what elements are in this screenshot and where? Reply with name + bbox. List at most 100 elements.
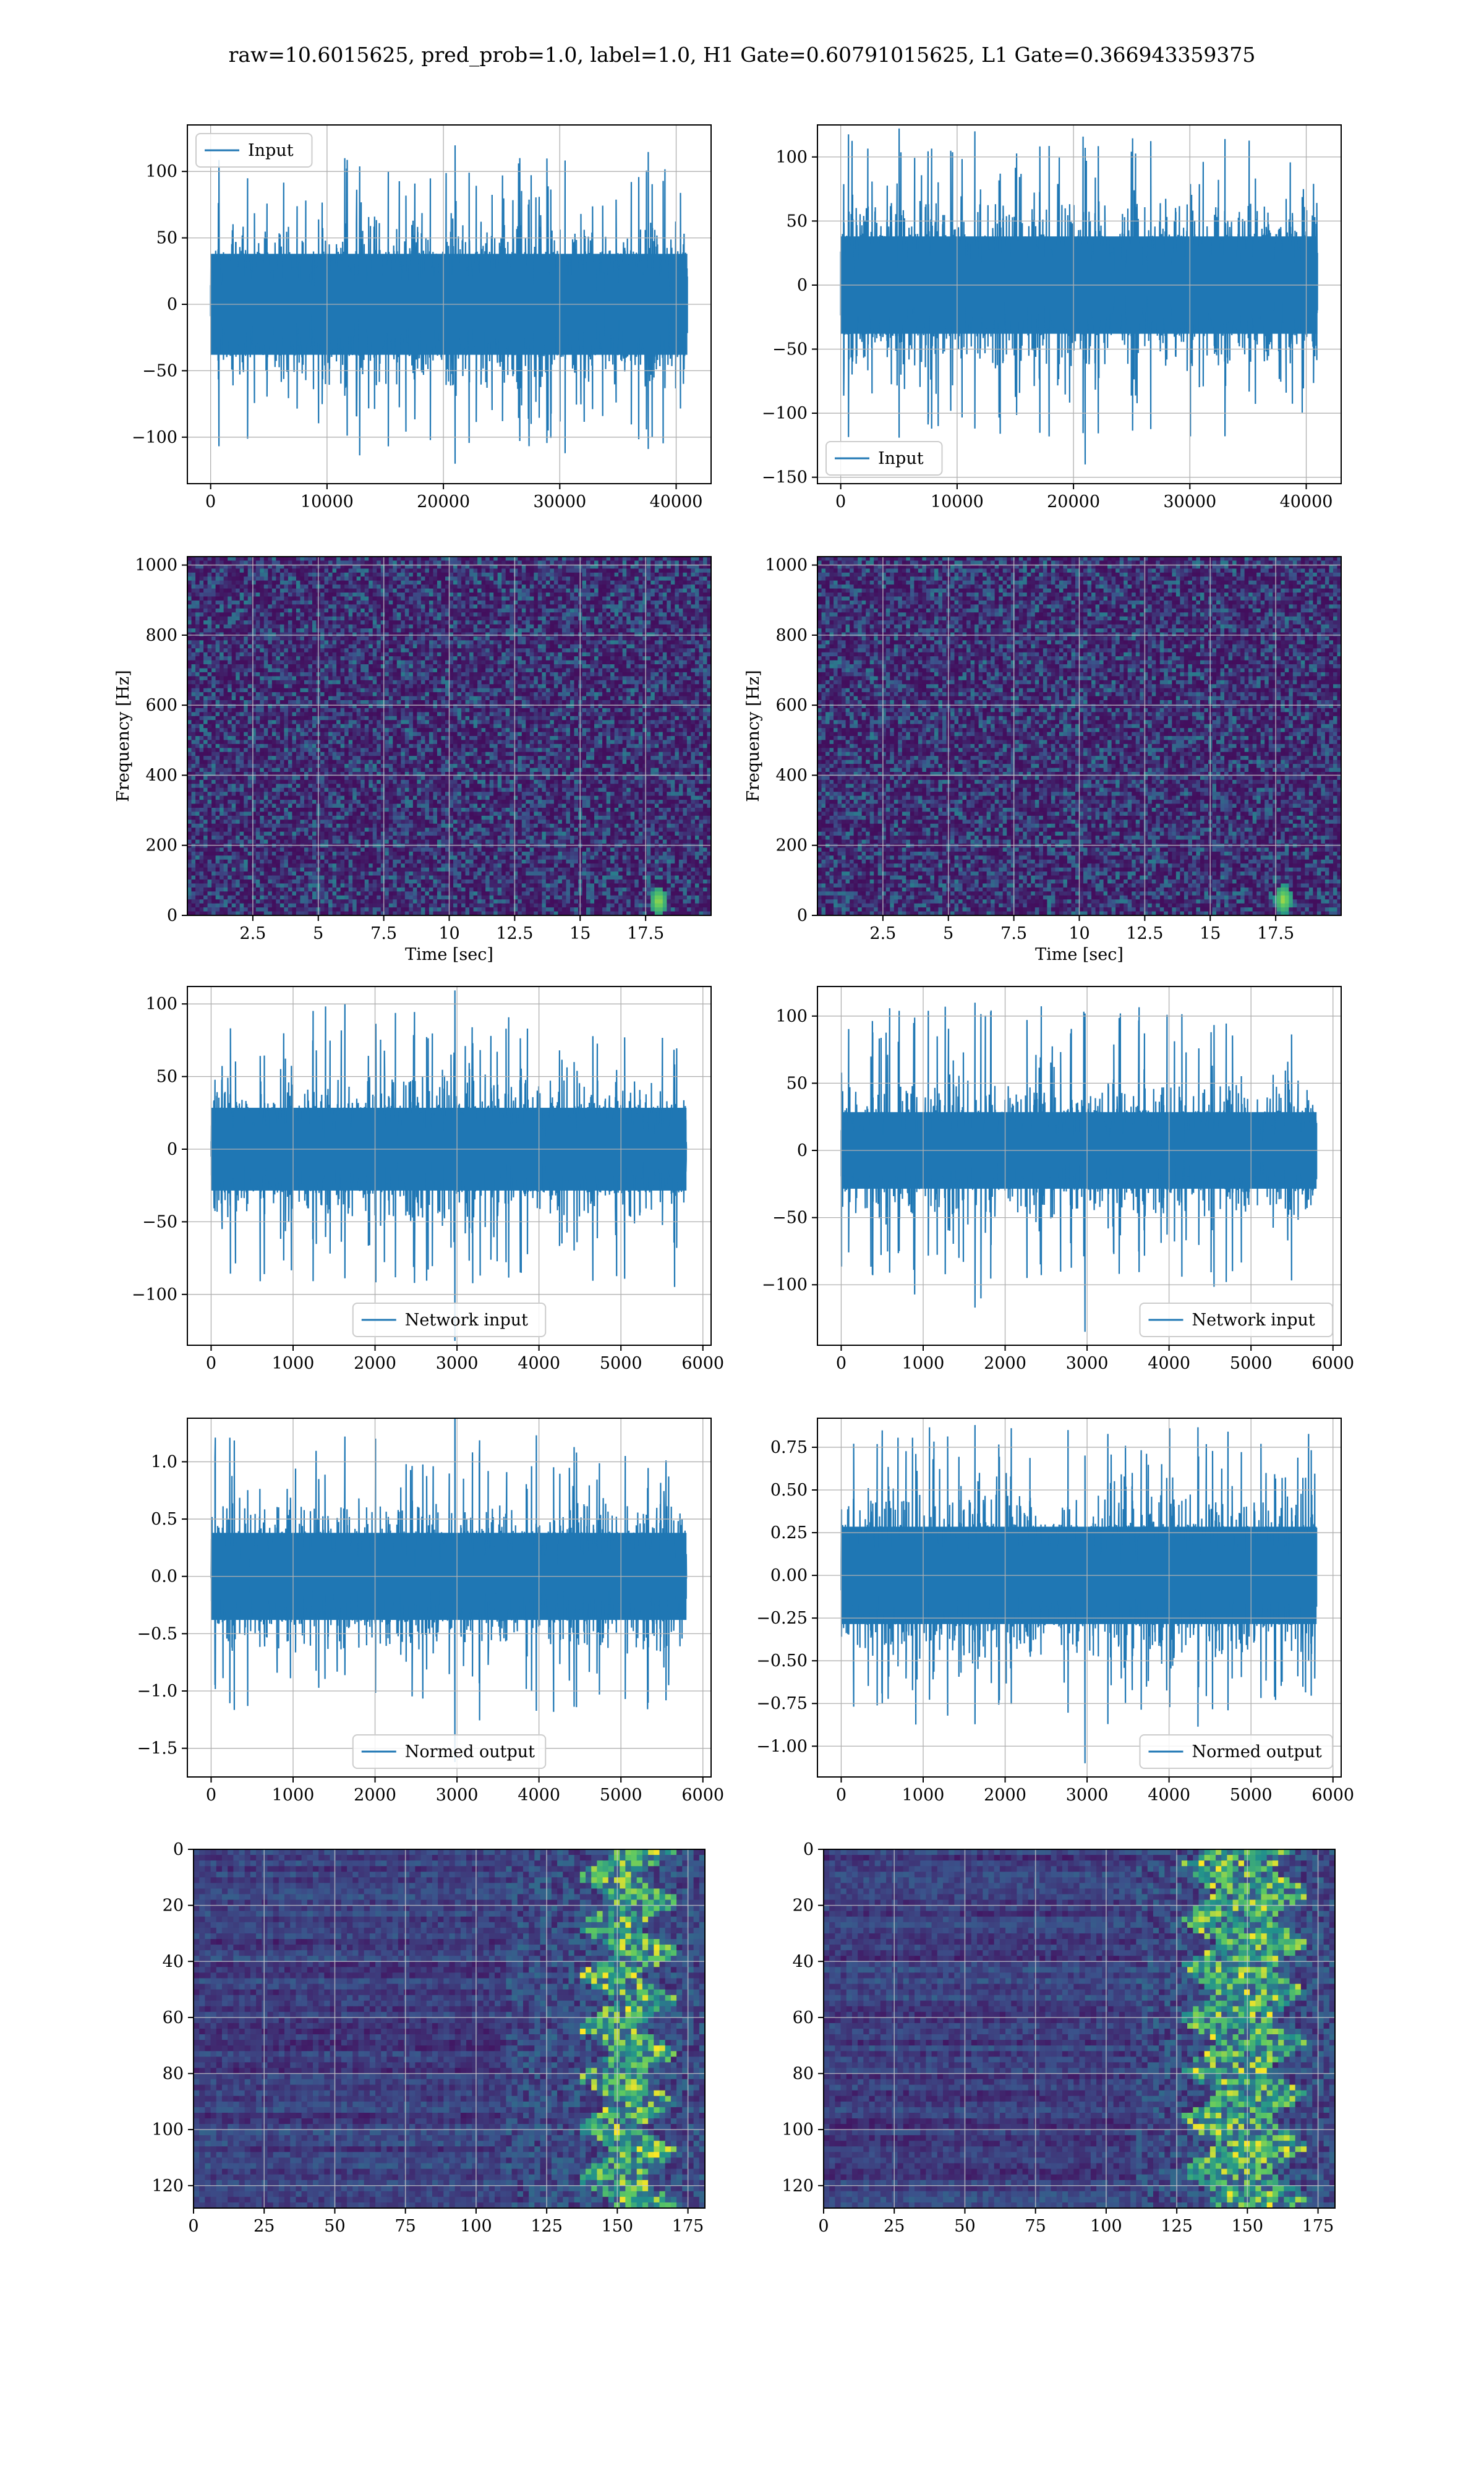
legend-box <box>352 1734 547 1769</box>
y-tick-label: 0 <box>167 295 177 314</box>
x-tick-label: 2000 <box>984 1354 1026 1373</box>
x-tick-label: 1000 <box>902 1354 945 1373</box>
y-tick-label: 60 <box>793 2008 814 2027</box>
legend: Input <box>195 133 313 168</box>
y-tick-label: 0.00 <box>770 1566 808 1585</box>
y-tick-label: 120 <box>782 2177 814 2196</box>
legend-box <box>1139 1734 1333 1769</box>
plot-area <box>187 1418 711 1777</box>
x-tick-label: 175 <box>1302 2217 1334 2236</box>
y-tick-label: −0.5 <box>137 1624 177 1643</box>
y-tick-label: 0 <box>167 1140 177 1159</box>
plot-area <box>187 125 711 484</box>
plot-area <box>817 557 1341 915</box>
y-tick-label: 100 <box>775 148 808 167</box>
y-tick-label: 50 <box>787 212 808 231</box>
x-tick-label: 6000 <box>681 1354 724 1373</box>
x-tick-label: 10 <box>438 924 459 943</box>
legend: Network input <box>352 1303 547 1337</box>
axes-frame <box>193 1849 706 2209</box>
grid-lines <box>187 987 711 1345</box>
subplot-feature-map-l1: 0 25 50 75 100 125 150 175 0 20 40 60 80 100 120 <box>782 1840 1336 2236</box>
heatmap-cells <box>187 557 711 915</box>
legend: Normed output <box>352 1734 547 1769</box>
y-tick-label: 0.5 <box>151 1510 177 1529</box>
y-tick-label: 0.25 <box>770 1523 808 1543</box>
x-tick-label: 7.5 <box>1000 924 1027 943</box>
y-tick-label: 0.0 <box>151 1567 177 1586</box>
y-tick-label: 120 <box>151 2177 184 2196</box>
x-tick-label: 4000 <box>518 1354 560 1373</box>
series-line <box>840 128 1318 464</box>
y-tick-label: 600 <box>775 696 808 715</box>
x-tick-label: 6000 <box>1311 1354 1354 1373</box>
heatmap-cells <box>194 1849 705 2208</box>
grid-lines <box>187 1418 711 1777</box>
plot-area <box>817 987 1341 1345</box>
x-tick-label: 4000 <box>518 1786 560 1805</box>
y-tick-label: 0 <box>797 906 808 925</box>
x-tick-label: 0 <box>205 492 216 511</box>
heatmap-cells <box>824 1849 1335 2208</box>
y-tick-label: 80 <box>163 2065 184 2084</box>
x-tick-label: 3000 <box>436 1354 479 1373</box>
y-tick-label: 800 <box>775 626 808 645</box>
legend-label: Network input <box>405 1311 528 1330</box>
x-tick-label: 5 <box>943 924 953 943</box>
grid-lines <box>817 987 1341 1345</box>
y-tick-label: −100 <box>132 428 177 447</box>
grid-lines <box>194 1849 705 2208</box>
axes-frame <box>187 986 712 1346</box>
series-line <box>840 1424 1318 1763</box>
y-tick-label: −50 <box>142 1212 177 1231</box>
x-tick-label: 1000 <box>272 1786 315 1805</box>
x-tick-label: 125 <box>531 2217 563 2236</box>
x-tick-label: 40000 <box>1280 492 1333 511</box>
x-tick-label: 2000 <box>354 1786 396 1805</box>
x-tick-label: 12.5 <box>496 924 533 943</box>
x-tick-label: 5000 <box>1230 1354 1273 1373</box>
y-tick-label: 60 <box>163 2008 184 2027</box>
x-tick-label: 40000 <box>650 492 703 511</box>
y-axis-label: Frequency [Hz] <box>114 670 133 802</box>
series-line <box>210 1418 688 1762</box>
x-tick-label: 10000 <box>931 492 984 511</box>
x-axis-label: Time [sec] <box>1035 945 1124 964</box>
x-tick-label: 4000 <box>1148 1786 1190 1805</box>
grid-lines <box>824 1849 1335 2208</box>
grid-lines <box>817 1418 1341 1777</box>
subplot-grid: 0 10000 20000 30000 40000−100−50050100Input0… <box>114 124 1354 2236</box>
x-tick-label: 50 <box>324 2217 345 2236</box>
x-tick-label: 12.5 <box>1126 924 1163 943</box>
subplot-normed-output-l1: 0 1000 2000 3000 4000 5000 6000 −1.00 −0.75 −0.50… <box>756 1418 1354 1805</box>
subplot-spectrogram-h1: 2.5 5 7.5 10 12.5 15 17.5 0 200 400 600 800 1000 Time… <box>114 556 712 964</box>
x-tick-label: 0 <box>836 1786 846 1805</box>
y-tick-label: −50 <box>772 1209 808 1228</box>
x-tick-label: 2000 <box>984 1786 1026 1805</box>
y-tick-label: 400 <box>775 766 808 785</box>
subplot-network-input-h1: 0 1000 2000 3000 4000 5000 6000 −100 −50 0 50 100 Ne… <box>132 986 724 1373</box>
x-tick-label: 150 <box>602 2217 634 2236</box>
x-tick-label: 15 <box>569 924 591 943</box>
legend-box <box>352 1303 547 1337</box>
grid-lines <box>187 557 711 915</box>
y-tick-label: 1.0 <box>151 1452 177 1471</box>
x-tick-label: 1000 <box>902 1786 945 1805</box>
y-tick-label: 100 <box>782 2120 814 2139</box>
x-tick-label: 5000 <box>600 1354 642 1373</box>
axes-frame <box>817 986 1342 1346</box>
x-tick-label: 125 <box>1161 2217 1193 2236</box>
subplot-feature-map-h1: 0 25 50 75 100 125 150 175 0 20 40 60 80 100 120 <box>151 1840 706 2236</box>
x-tick-label: 17.5 <box>1257 924 1294 943</box>
legend-label: Input <box>878 449 924 468</box>
grid-lines <box>187 125 711 484</box>
series-line <box>840 1003 1318 1332</box>
x-tick-label: 0 <box>188 2217 198 2236</box>
x-tick-label: 150 <box>1232 2217 1264 2236</box>
x-tick-label: 30000 <box>533 492 586 511</box>
y-tick-label: 50 <box>156 229 177 248</box>
x-tick-label: 3000 <box>1066 1354 1109 1373</box>
y-tick-label: 100 <box>145 162 177 181</box>
x-tick-label: 25 <box>884 2217 905 2236</box>
x-tick-label: 100 <box>460 2217 492 2236</box>
